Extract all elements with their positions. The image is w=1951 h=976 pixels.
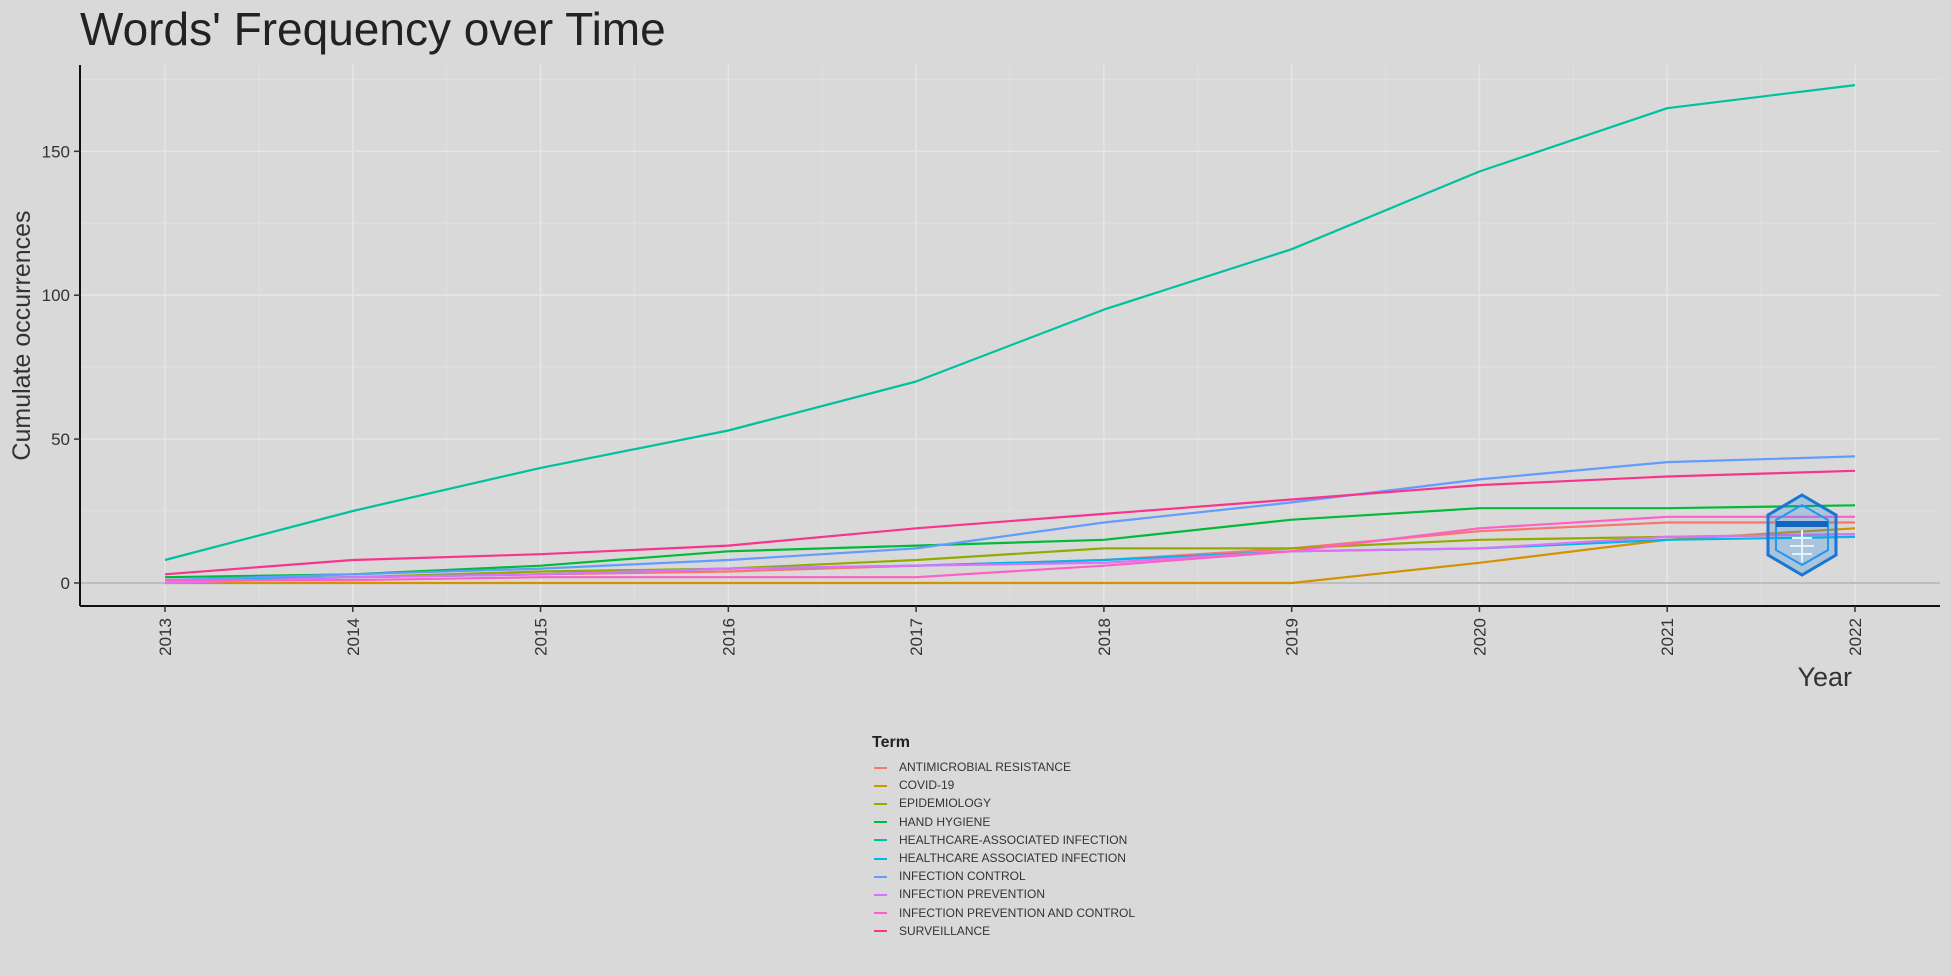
legend-key	[872, 904, 889, 922]
x-tick-label: 2017	[907, 618, 926, 656]
y-tick-labels: 0 50 100 150	[42, 142, 80, 593]
legend-label: SURVEILLANCE	[899, 923, 991, 938]
series-line-surveillance	[164, 469, 1856, 576]
x-tick-label: 2021	[1658, 618, 1677, 656]
series-line-healthcare-associated-infection	[164, 84, 1856, 562]
y-tick-label: 100	[42, 286, 70, 305]
y-tick-label: 0	[61, 574, 70, 593]
axes	[79, 65, 1940, 607]
legend-key	[872, 813, 889, 831]
x-tick-label: 2015	[532, 618, 551, 656]
legend-title: Term	[872, 734, 910, 751]
legend-key	[872, 758, 889, 776]
legend-item: HEALTHCARE-ASSOCIATED INFECTION	[872, 831, 1135, 849]
legend-label: HEALTHCARE ASSOCIATED INFECTION	[899, 851, 1126, 866]
legend-label: HEALTHCARE-ASSOCIATED INFECTION	[899, 832, 1128, 847]
legend-item: ANTIMICROBIAL RESISTANCE	[872, 758, 1135, 776]
legend-label: INFECTION PREVENTION AND CONTROL	[899, 905, 1136, 920]
legend-item: EPIDEMIOLOGY	[872, 794, 1135, 812]
legend-item: HAND HYGIENE	[872, 813, 1135, 831]
logo-watermark	[1766, 493, 1838, 577]
legend-item: INFECTION CONTROL	[872, 867, 1135, 885]
x-tick-label: 2014	[344, 618, 363, 656]
y-tick-label: 150	[42, 142, 70, 161]
legend: Term ANTIMICROBIAL RESISTANCE COVID-19 EPI…	[872, 734, 1135, 940]
minor-gridlines	[80, 65, 1940, 606]
legend-key	[872, 867, 889, 885]
series-line-infection-control	[164, 455, 1856, 582]
legend-key	[872, 922, 889, 940]
x-tick-label: 2020	[1470, 618, 1489, 656]
legend-key	[872, 794, 889, 812]
legend-key	[872, 831, 889, 849]
legend-item: INFECTION PREVENTION AND CONTROL	[872, 904, 1135, 922]
series-line-hand-hygiene	[164, 504, 1856, 579]
legend-label: INFECTION CONTROL	[899, 869, 1026, 884]
x-tick-label: 2019	[1283, 618, 1302, 656]
series-lines	[164, 84, 1856, 585]
legend-label: INFECTION PREVENTION	[899, 887, 1046, 902]
legend-label: ANTIMICROBIAL RESISTANCE	[899, 760, 1072, 775]
x-tick-label: 2016	[719, 618, 738, 656]
x-tick-labels: 2013 2014 2015 2016 2017 2018 2019 2020 2021 2022	[156, 606, 1865, 656]
series-line-infection-prevention-and-control	[165, 515, 1855, 582]
legend-label: COVID-19	[899, 778, 955, 793]
legend-items: ANTIMICROBIAL RESISTANCE COVID-19 EPIDEMIO…	[872, 758, 1135, 940]
series-line-epidemiology	[164, 533, 1856, 582]
y-tick-label: 50	[51, 430, 70, 449]
x-tick-label: 2013	[156, 618, 175, 656]
legend-key	[872, 849, 889, 867]
legend-label: EPIDEMIOLOGY	[899, 796, 992, 811]
series-line-covid-19	[165, 527, 1856, 585]
x-axis-title: Year	[1797, 662, 1852, 692]
legend-item: COVID-19	[872, 776, 1135, 794]
legend-key	[872, 885, 889, 903]
legend-label: HAND HYGIENE	[899, 814, 991, 829]
y-axis-title: Cumulate occurrences	[8, 210, 36, 460]
legend-key	[872, 776, 889, 794]
chart-title: Words' Frequency over Time	[80, 3, 666, 55]
x-tick-label: 2022	[1846, 618, 1865, 656]
series-line-infection-prevention	[164, 533, 1856, 585]
legend-item: INFECTION PREVENTION	[872, 885, 1135, 903]
x-tick-label: 2018	[1095, 618, 1114, 656]
legend-item: HEALTHCARE ASSOCIATED INFECTION	[872, 849, 1135, 867]
legend-item: SURVEILLANCE	[872, 922, 1135, 940]
